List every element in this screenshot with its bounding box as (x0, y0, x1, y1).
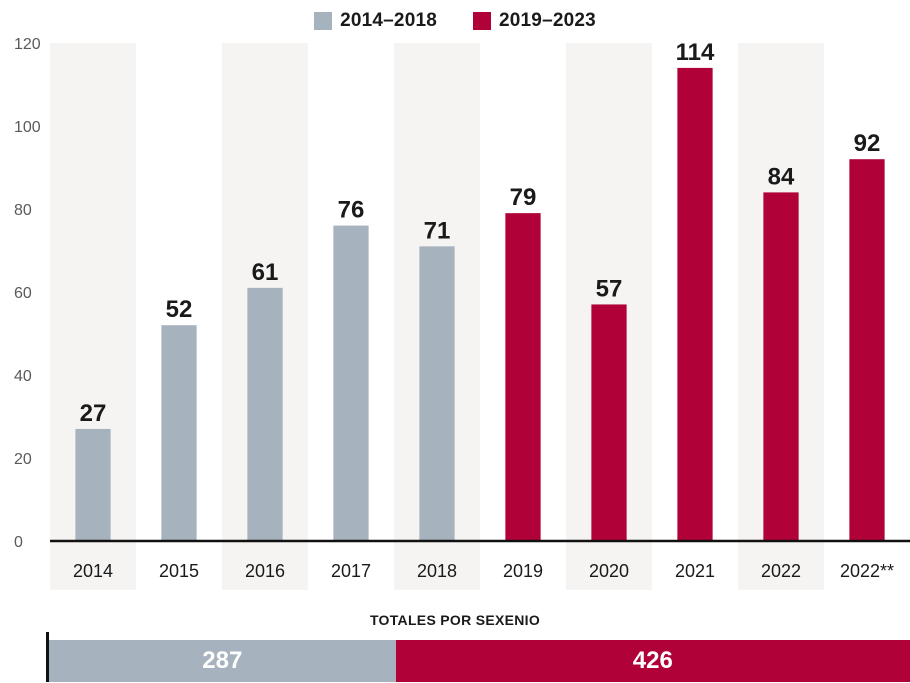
y-tick-label: 20 (14, 451, 32, 468)
bar (505, 213, 541, 541)
data-label: 61 (252, 259, 279, 286)
x-tick-label: 2019 (503, 561, 543, 581)
bar (849, 159, 885, 541)
y-tick-label: 100 (14, 119, 41, 136)
totals-axis-line (46, 632, 49, 682)
x-tick-label: 2020 (589, 561, 629, 581)
legend-label: 2014–2018 (340, 10, 437, 31)
y-tick-label: 40 (14, 368, 32, 385)
legend-swatch-grey (314, 12, 333, 30)
bar (677, 67, 713, 542)
y-tick-label: 60 (14, 285, 32, 302)
x-tick-label: 2015 (159, 561, 199, 581)
bar-chart: 0 20 40 60 80 100 120 27 2014 52 2015 61 2016 76 2017 7… (14, 36, 910, 590)
data-label: 52 (166, 296, 193, 323)
data-label: 76 (338, 197, 365, 224)
x-tick-label: 2022** (840, 561, 894, 581)
data-label: 92 (854, 130, 881, 157)
totals-bar-2019-2023: 426 (395, 640, 910, 682)
bar (763, 192, 799, 541)
y-tick-label: 0 (14, 534, 23, 551)
chart-legend: 2014–2018 2019–2023 (0, 9, 910, 33)
data-label: 57 (596, 275, 623, 302)
bar (247, 287, 283, 541)
y-tick-label: 80 (14, 202, 32, 219)
x-tick-label: 2022 (761, 561, 801, 581)
legend-item-2019-2023: 2019–2023 (473, 10, 596, 32)
bar (591, 304, 627, 541)
bar (161, 325, 197, 541)
data-label: 84 (768, 163, 795, 190)
bar (75, 428, 111, 541)
data-label: 71 (424, 217, 451, 244)
data-label: 114 (676, 39, 715, 66)
x-tick-label: 2016 (245, 561, 285, 581)
data-label: 27 (80, 400, 107, 427)
legend-swatch-red (473, 12, 491, 30)
bar (333, 225, 369, 541)
data-label: 79 (510, 184, 537, 211)
legend-label: 2019–2023 (499, 10, 596, 31)
x-tick-label: 2021 (675, 561, 715, 581)
x-tick-label: 2017 (331, 561, 371, 581)
legend-item-2014-2018: 2014–2018 (314, 10, 437, 32)
totals-title: TOTALES POR SEXENIO (369, 612, 541, 628)
totals-bar-2014-2018: 287 (49, 640, 396, 682)
bar (419, 246, 455, 541)
x-tick-label: 2018 (417, 561, 457, 581)
x-tick-label: 2014 (73, 561, 113, 581)
y-tick-label: 120 (14, 36, 41, 53)
